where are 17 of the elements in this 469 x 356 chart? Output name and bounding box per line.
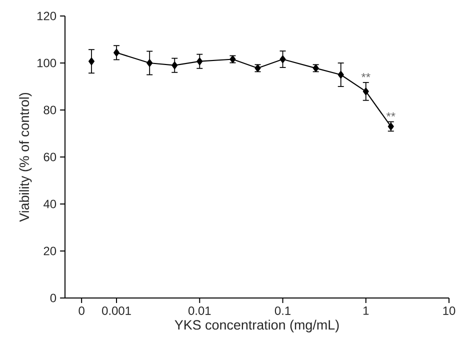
y-tick-label: 0 — [50, 294, 56, 302]
x-tick-label: 0.001 — [102, 306, 131, 315]
y-tick-label: 60 — [44, 152, 56, 162]
x-axis-title: YKS concentration (mg/mL) — [174, 320, 339, 332]
y-tick-label: 120 — [37, 12, 56, 20]
x-tick-label: 0 — [78, 306, 84, 315]
x-tick-label: 1 — [363, 306, 369, 315]
y-tick-label: 80 — [44, 106, 56, 114]
y-tick-label: 20 — [44, 246, 56, 256]
x-tick-label: 0.1 — [274, 306, 290, 315]
x-tick-label: 0.01 — [188, 306, 211, 315]
annotation: ** — [386, 112, 396, 117]
y-tick-label: 40 — [44, 200, 56, 208]
annotation: ** — [361, 73, 370, 78]
x-tick-label: 10 — [443, 306, 456, 315]
y-axis-title: Viability (% of control) — [19, 92, 32, 222]
y-tick-label: 100 — [37, 58, 56, 68]
